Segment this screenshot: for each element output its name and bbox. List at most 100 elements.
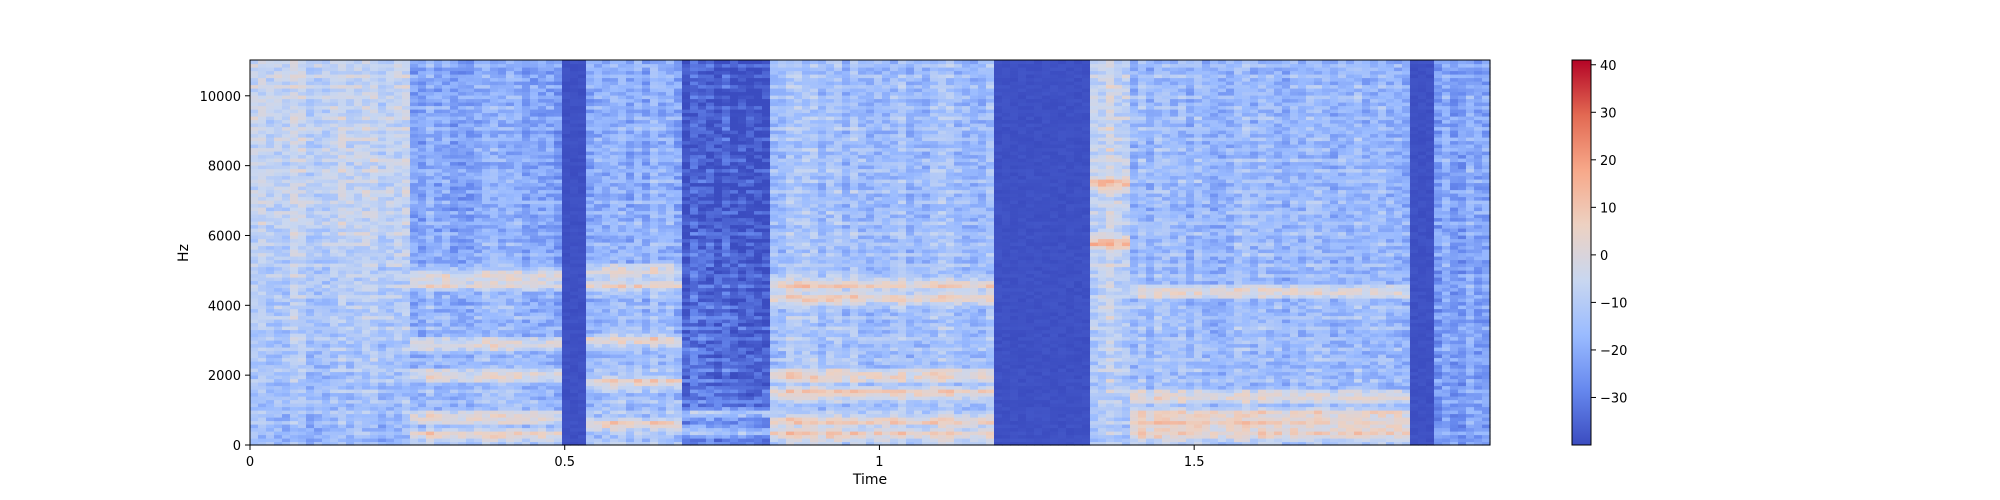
spectrogram-cell (586, 319, 595, 324)
spectrogram-cell (386, 81, 395, 86)
spectrogram-cell (266, 179, 275, 184)
spectrogram-cell (522, 329, 531, 334)
spectrogram-cell (466, 382, 475, 387)
spectrogram-cell (274, 406, 283, 411)
spectrogram-cell (298, 60, 307, 65)
spectrogram-cell (514, 298, 523, 303)
spectrogram-cell (290, 182, 299, 187)
spectrogram-cell (290, 189, 299, 194)
spectrogram-cell (410, 119, 419, 124)
spectrogram-cell (394, 403, 403, 408)
spectrogram-cell (466, 329, 475, 334)
spectrogram-cell (506, 231, 515, 236)
spectrogram-cell (586, 193, 595, 198)
spectrogram-cell (610, 343, 619, 348)
spectrogram-cell (330, 133, 339, 138)
spectrogram-cell (602, 343, 611, 348)
spectrogram-cell (394, 343, 403, 348)
spectrogram-cell (570, 378, 579, 383)
spectrogram-cell (362, 333, 371, 338)
spectrogram-cell (258, 133, 267, 138)
spectrogram-cell (394, 207, 403, 212)
spectrogram-cell (490, 158, 499, 163)
spectrogram-cell (610, 329, 619, 334)
spectrogram-cell (306, 347, 315, 352)
spectrogram-cell (546, 228, 555, 233)
spectrogram-cell (506, 235, 515, 240)
spectrogram-cell (290, 266, 299, 271)
spectrogram-cell (314, 186, 323, 191)
spectrogram-cell (386, 210, 395, 215)
spectrogram-cell (546, 231, 555, 236)
spectrogram-cell (554, 210, 563, 215)
spectrogram-cell (370, 210, 379, 215)
spectrogram-cell (594, 77, 603, 82)
spectrogram-cell (506, 399, 515, 404)
spectrogram-cell (594, 231, 603, 236)
spectrogram-cell (522, 116, 531, 121)
spectrogram-cell (466, 109, 475, 114)
spectrogram-cell (522, 368, 531, 373)
spectrogram-cell (602, 424, 611, 429)
spectrogram-cell (394, 273, 403, 278)
spectrogram-cell (394, 231, 403, 236)
spectrogram-cell (578, 441, 587, 446)
spectrogram-cell (290, 210, 299, 215)
spectrogram-cell (530, 333, 539, 338)
spectrogram-cell (402, 364, 411, 369)
spectrogram-cell (266, 263, 275, 268)
spectrogram-cell (354, 235, 363, 240)
spectrogram-cell (570, 67, 579, 72)
spectrogram-cell (514, 378, 523, 383)
spectrogram-cell (578, 137, 587, 142)
spectrogram-cell (298, 193, 307, 198)
spectrogram-cell (402, 95, 411, 100)
spectrogram-cell (298, 217, 307, 222)
spectrogram-cell (450, 158, 459, 163)
spectrogram-cell (498, 319, 507, 324)
spectrogram-cell (450, 88, 459, 93)
spectrogram-cell (594, 182, 603, 187)
spectrogram-cell (522, 102, 531, 107)
spectrogram-cell (586, 410, 595, 415)
spectrogram-cell (594, 210, 603, 215)
spectrogram-cell (434, 287, 443, 292)
spectrogram-cell (602, 123, 611, 128)
spectrogram-cell (386, 357, 395, 362)
spectrogram-cell (306, 350, 315, 355)
spectrogram-cell (306, 74, 315, 79)
spectrogram-cell (378, 172, 387, 177)
spectrogram-cell (538, 354, 547, 359)
spectrogram-cell (266, 347, 275, 352)
spectrogram-cell (554, 217, 563, 222)
spectrogram-cell (274, 130, 283, 135)
spectrogram-cell (274, 245, 283, 250)
spectrogram-cell (298, 147, 307, 152)
spectrogram-cell (402, 308, 411, 313)
spectrogram-cell (530, 203, 539, 208)
spectrogram-cell (610, 357, 619, 362)
spectrogram-cell (298, 319, 307, 324)
spectrogram-cell (530, 74, 539, 79)
spectrogram-cell (322, 238, 331, 243)
spectrogram-cell (538, 168, 547, 173)
spectrogram-cell (498, 172, 507, 177)
spectrogram-cell (338, 210, 347, 215)
spectrogram-cell (522, 214, 531, 219)
spectrogram-cell (394, 347, 403, 352)
spectrogram-cell (354, 333, 363, 338)
spectrogram-cell (298, 329, 307, 334)
spectrogram-cell (546, 242, 555, 247)
spectrogram-cell (266, 147, 275, 152)
spectrogram-cell (354, 133, 363, 138)
spectrogram-cell (498, 77, 507, 82)
spectrogram-cell (450, 305, 459, 310)
spectrogram-cell (554, 182, 563, 187)
spectrogram-cell (570, 312, 579, 317)
spectrogram-cell (402, 424, 411, 429)
spectrogram-cell (426, 88, 435, 93)
spectrogram-cell (522, 133, 531, 138)
spectrogram-cell (386, 98, 395, 103)
spectrogram-cell (586, 249, 595, 254)
spectrogram-cell (602, 410, 611, 415)
